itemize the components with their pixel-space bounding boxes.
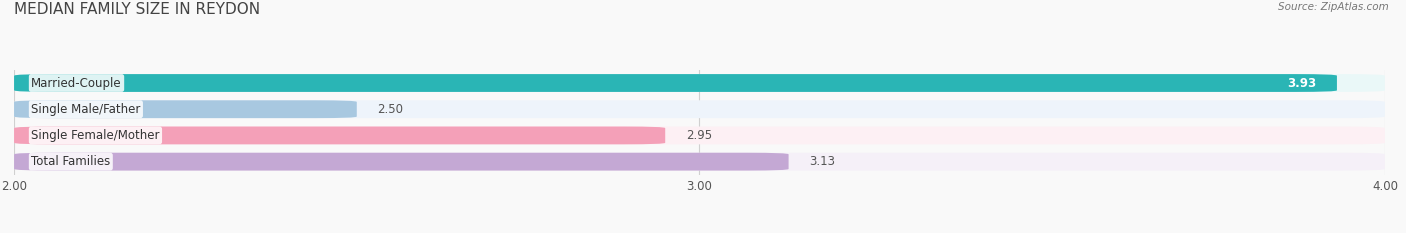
Text: 2.95: 2.95: [686, 129, 711, 142]
FancyBboxPatch shape: [14, 153, 1385, 171]
Text: Married-Couple: Married-Couple: [31, 76, 122, 89]
FancyBboxPatch shape: [14, 74, 1337, 92]
Text: Total Families: Total Families: [31, 155, 111, 168]
Text: 3.13: 3.13: [810, 155, 835, 168]
FancyBboxPatch shape: [14, 127, 1385, 144]
FancyBboxPatch shape: [14, 153, 789, 171]
Text: Single Male/Father: Single Male/Father: [31, 103, 141, 116]
Text: Single Female/Mother: Single Female/Mother: [31, 129, 160, 142]
Text: MEDIAN FAMILY SIZE IN REYDON: MEDIAN FAMILY SIZE IN REYDON: [14, 2, 260, 17]
Text: 2.50: 2.50: [377, 103, 404, 116]
FancyBboxPatch shape: [14, 100, 1385, 118]
FancyBboxPatch shape: [14, 74, 1385, 92]
FancyBboxPatch shape: [14, 127, 665, 144]
Text: 3.93: 3.93: [1288, 76, 1316, 89]
FancyBboxPatch shape: [14, 100, 357, 118]
Text: Source: ZipAtlas.com: Source: ZipAtlas.com: [1278, 2, 1389, 12]
